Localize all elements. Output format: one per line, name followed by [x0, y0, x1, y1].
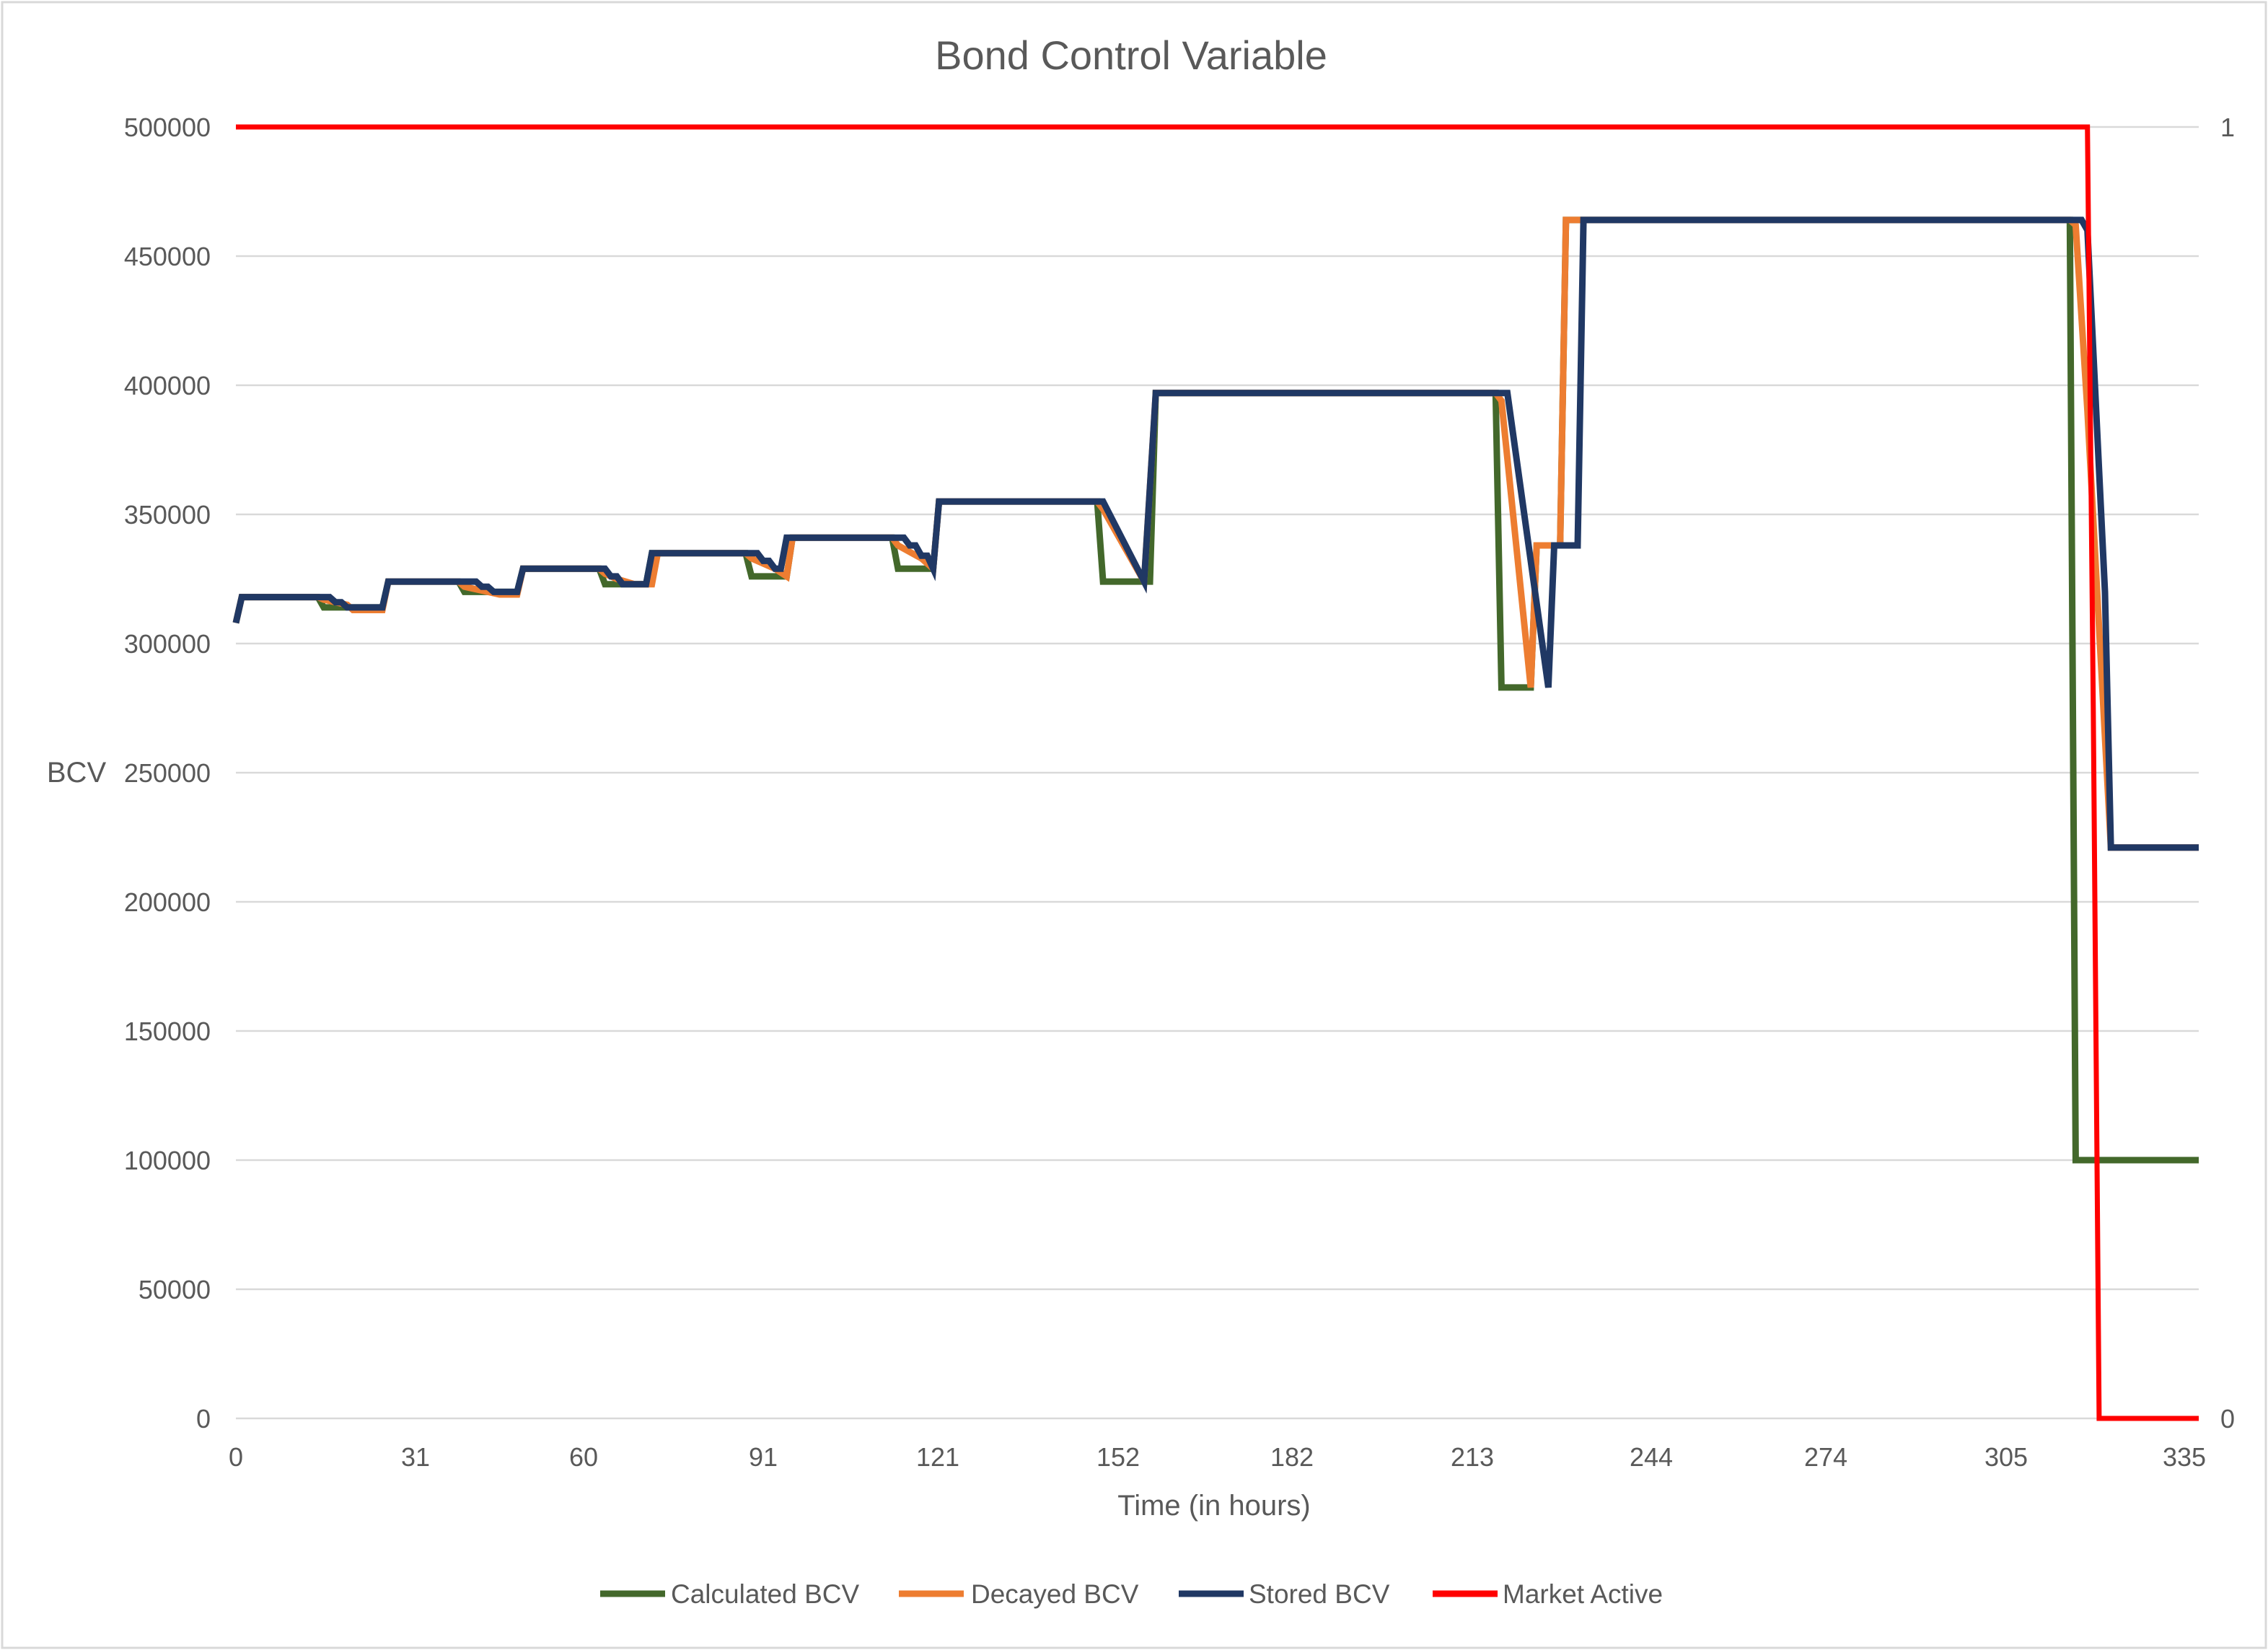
y-tick-label: 100000: [124, 1146, 211, 1175]
tick-labels: 0 50000 100000 150000 200000 250000 300000 3500…: [124, 113, 2235, 1472]
x-tick-label: 213: [1451, 1442, 1494, 1472]
y-tick-label: 300000: [124, 629, 211, 659]
y-tick-label: 350000: [124, 500, 211, 530]
series-lines: [232, 124, 2199, 1421]
y-tick-label: 450000: [124, 242, 211, 271]
legend-label-decayed-bcv: Decayed BCV: [971, 1579, 1139, 1609]
y2-tick-label: 0: [2220, 1404, 2235, 1434]
y-tick-label: 0: [196, 1404, 211, 1434]
x-tick-label: 335: [2163, 1442, 2206, 1472]
legend: Calculated BCV Decayed BCV Stored BCV Marke…: [600, 1579, 1663, 1609]
x-tick-label: 182: [1270, 1442, 1314, 1472]
y-tick-label: 500000: [124, 113, 211, 142]
chart-title: Bond Control Variable: [935, 32, 1327, 78]
y-tick-label: 150000: [124, 1017, 211, 1046]
y-tick-label: 400000: [124, 371, 211, 400]
x-tick-label: 121: [916, 1442, 959, 1472]
y-axis-label: BCV: [47, 757, 107, 789]
x-tick-label: 152: [1096, 1442, 1140, 1472]
legend-label-market-active: Market Active: [1503, 1579, 1663, 1609]
y-tick-label: 200000: [124, 887, 211, 917]
series-line-market-active: [236, 124, 2199, 1421]
y-tick-label: 50000: [139, 1275, 211, 1304]
x-tick-label: 305: [1984, 1442, 2028, 1472]
legend-label-calculated-bcv: Calculated BCV: [671, 1579, 860, 1609]
y-tick-label: 250000: [124, 758, 211, 788]
legend-label-stored-bcv: Stored BCV: [1249, 1579, 1390, 1609]
x-tick-label: 31: [401, 1442, 430, 1472]
x-axis-label: Time (in hours): [1117, 1490, 1310, 1522]
x-tick-label: 0: [229, 1442, 243, 1472]
x-tick-label: 91: [749, 1442, 778, 1472]
x-tick-label: 60: [569, 1442, 598, 1472]
x-tick-label: 244: [1630, 1442, 1673, 1472]
y2-tick-label: 1: [2220, 113, 2235, 142]
x-tick-label: 274: [1804, 1442, 1847, 1472]
series-line-stored-bcv: [232, 216, 2199, 851]
